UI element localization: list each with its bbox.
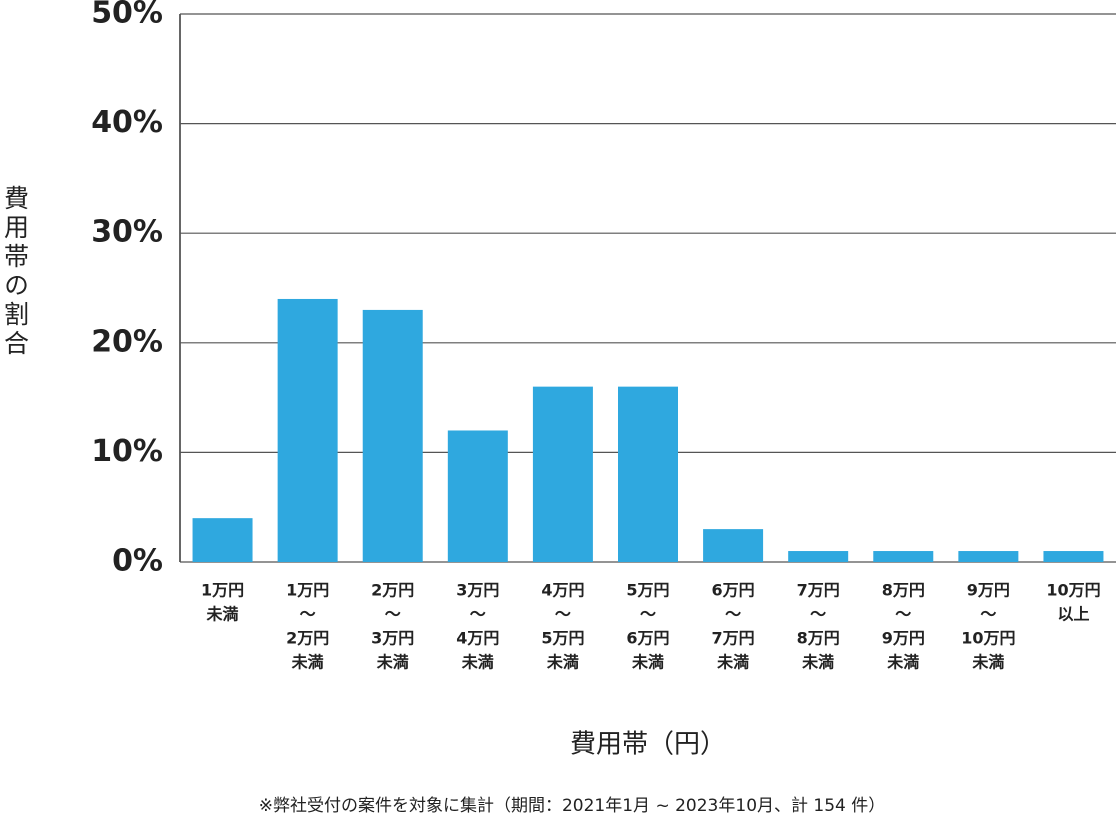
bar <box>788 551 849 562</box>
x-tick-label: 8万円 <box>882 581 925 600</box>
x-tick-label: 4万円 <box>456 629 499 648</box>
x-tick-label: 未満 <box>376 653 409 672</box>
x-tick-label: 〜 <box>980 605 996 624</box>
x-tick-label: 1万円 <box>286 581 329 600</box>
x-tick-label: 〜 <box>810 605 826 624</box>
x-tick-label: 以上 <box>1057 605 1089 624</box>
x-axis-label: 費用帯（円） <box>570 730 726 760</box>
x-tick-label: 2万円 <box>286 629 329 648</box>
bar <box>958 551 1019 562</box>
x-tick-label: 未満 <box>206 605 239 624</box>
bar <box>277 298 338 562</box>
x-tick-label: 未満 <box>546 653 579 672</box>
y-tick-label: 30% <box>91 215 163 250</box>
x-tick-label: 10万円 <box>961 629 1015 648</box>
y-tick-label: 50% <box>91 0 163 31</box>
x-tick-label: 10万円 <box>1046 581 1100 600</box>
x-tick-label: 9万円 <box>882 629 925 648</box>
y-tick-label: 10% <box>91 434 163 469</box>
x-tick-label: 6万円 <box>712 581 755 600</box>
x-tick-label: 1万円 <box>201 581 244 600</box>
x-tick-label: 未満 <box>291 653 324 672</box>
x-tick-label: 〜 <box>640 605 656 624</box>
x-tick-label: 5万円 <box>626 581 669 600</box>
note: ※弊社受付の案件を対象に集計（期間：2021年1月 ~ 2023年10月、計 1… <box>259 796 886 816</box>
x-tick-label: 未満 <box>716 653 749 672</box>
x-tick-label: 9万円 <box>967 581 1010 600</box>
bar <box>362 309 423 562</box>
x-tick-label: 〜 <box>470 605 486 624</box>
x-tick-label: 〜 <box>725 605 741 624</box>
x-tick-label: 6万円 <box>626 629 669 648</box>
x-tick-label: 未満 <box>631 653 664 672</box>
x-tick-label: 未満 <box>886 653 919 672</box>
bar <box>192 518 253 562</box>
x-tick-label: 〜 <box>300 605 316 624</box>
x-tick-label: 3万円 <box>371 629 414 648</box>
x-tick-label: 未満 <box>971 653 1004 672</box>
x-tick-label: 〜 <box>895 605 911 624</box>
bar <box>1043 551 1104 562</box>
x-tick-label: 未満 <box>461 653 494 672</box>
x-tick-label: 8万円 <box>797 629 840 648</box>
x-tick-label: 4万円 <box>541 581 584 600</box>
y-tick-label: 20% <box>91 324 163 359</box>
y-axis-label: 費用帯の割合 <box>1 185 30 359</box>
x-tick-label: 7万円 <box>712 629 755 648</box>
x-tick-label: 〜 <box>385 605 401 624</box>
bar <box>618 386 678 562</box>
x-tick-label: 未満 <box>801 653 834 672</box>
y-tick-label: 0% <box>112 544 163 579</box>
bar <box>532 386 593 562</box>
bar <box>873 551 934 562</box>
bar <box>447 430 508 562</box>
x-tick-label: 〜 <box>555 605 571 624</box>
y-tick-label: 40% <box>91 105 163 140</box>
bar <box>703 529 764 562</box>
x-tick-label: 2万円 <box>371 581 414 600</box>
x-tick-label: 5万円 <box>541 629 584 648</box>
x-tick-label: 3万円 <box>456 581 499 600</box>
x-tick-label: 7万円 <box>797 581 840 600</box>
